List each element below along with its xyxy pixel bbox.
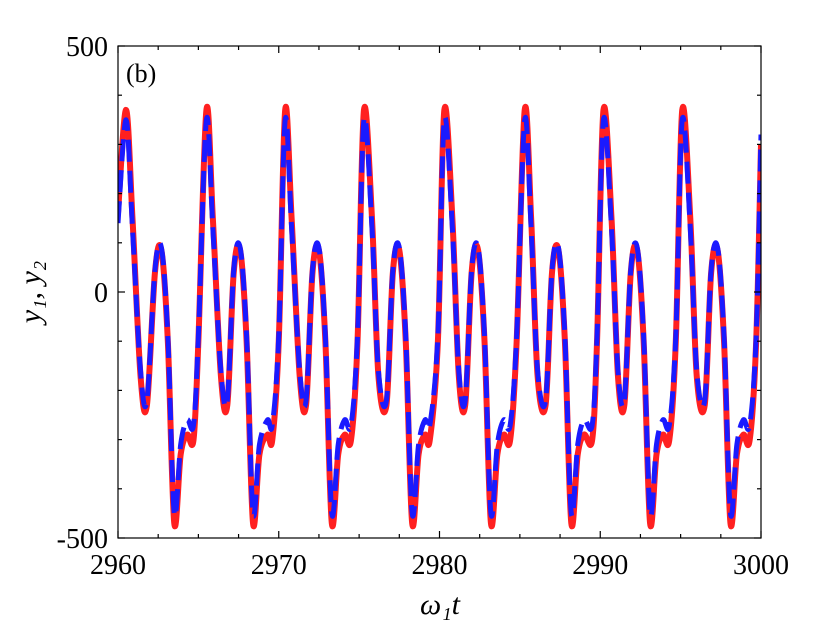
y-tick-label: 0 <box>94 278 108 309</box>
x-tick-label: 2960 <box>90 550 146 581</box>
series-layer <box>118 104 761 530</box>
y-tick-label: -500 <box>57 524 108 555</box>
tick-labels-layer: 2960 2970 2980 2990 3000 -500 0 500 <box>57 32 789 581</box>
ticks-layer <box>117 45 762 539</box>
series-2-line <box>118 114 761 519</box>
x-tick-label: 2970 <box>251 550 307 581</box>
y-axis-label: y₁, y₂ <box>14 261 47 327</box>
panel-label: (b) <box>126 59 156 88</box>
y-tick-label: 500 <box>66 32 108 63</box>
x-tick-label: 2990 <box>572 550 628 581</box>
x-tick-label: 3000 <box>733 550 789 581</box>
x-axis-label: ω₁t <box>420 588 461 621</box>
x-tick-label: 2980 <box>412 550 468 581</box>
